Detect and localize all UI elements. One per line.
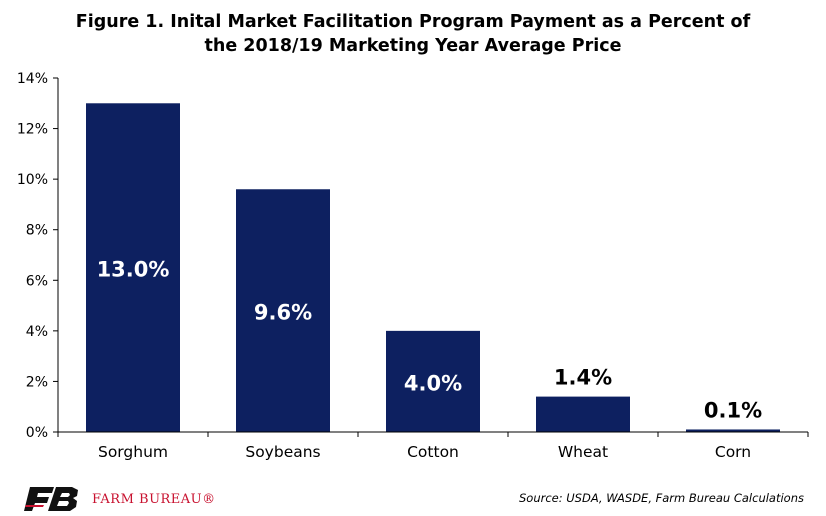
farm-bureau-fb-icon xyxy=(24,487,78,511)
bar-sorghum xyxy=(86,103,180,433)
y-axis: 0% 2% 4% 6% 8% 10% 12% 14% xyxy=(17,71,59,441)
chart-title: Figure 1. Inital Market Facilitation Pro… xyxy=(0,10,826,58)
y-tick-label: 0% xyxy=(26,425,48,441)
bar-wheat xyxy=(536,396,630,432)
x-tick-label-corn: Corn xyxy=(715,443,751,461)
data-label-wheat: 1.4% xyxy=(554,366,612,390)
y-tick-label: 10% xyxy=(17,172,48,188)
x-tick-label-wheat: Wheat xyxy=(558,443,608,461)
bar-corn xyxy=(686,429,780,432)
x-tick-label-cotton: Cotton xyxy=(407,443,459,461)
bars: 13.0% 9.6% 4.0% 1.4% 0.1% xyxy=(86,103,780,433)
chart-title-line-2: the 2018/19 Marketing Year Average Price xyxy=(204,36,622,56)
y-tick-label: 6% xyxy=(26,273,48,289)
y-tick-label: 14% xyxy=(17,71,48,87)
x-tick-label-soybeans: Soybeans xyxy=(245,443,320,461)
source-note: Source: USDA, WASDE, Farm Bureau Calcula… xyxy=(518,491,804,505)
data-label-corn: 0.1% xyxy=(704,398,762,422)
farm-bureau-wordmark: FARM BUREAU® xyxy=(92,491,216,507)
data-label-cotton: 4.0% xyxy=(404,371,462,395)
farm-bureau-logo: FARM BUREAU® xyxy=(24,484,216,514)
y-tick-label: 2% xyxy=(26,374,48,390)
data-label-soybeans: 9.6% xyxy=(254,301,312,325)
chart-title-line-1: Figure 1. Inital Market Facilitation Pro… xyxy=(75,12,751,32)
data-label-sorghum: 13.0% xyxy=(97,258,170,282)
y-tick-label: 4% xyxy=(26,324,48,340)
x-tick-label-sorghum: Sorghum xyxy=(98,443,168,461)
bar-cotton xyxy=(386,330,480,432)
bar-chart: 0% 2% 4% 6% 8% 10% 12% 14% 13.0% 9.6% 4.0% 1.4% 0.1… xyxy=(17,71,809,461)
x-axis: Sorghum Soybeans Cotton Wheat Corn xyxy=(57,431,809,461)
y-tick-label: 8% xyxy=(26,223,48,239)
bar-soybeans xyxy=(236,189,330,432)
y-tick-label: 12% xyxy=(17,122,48,138)
